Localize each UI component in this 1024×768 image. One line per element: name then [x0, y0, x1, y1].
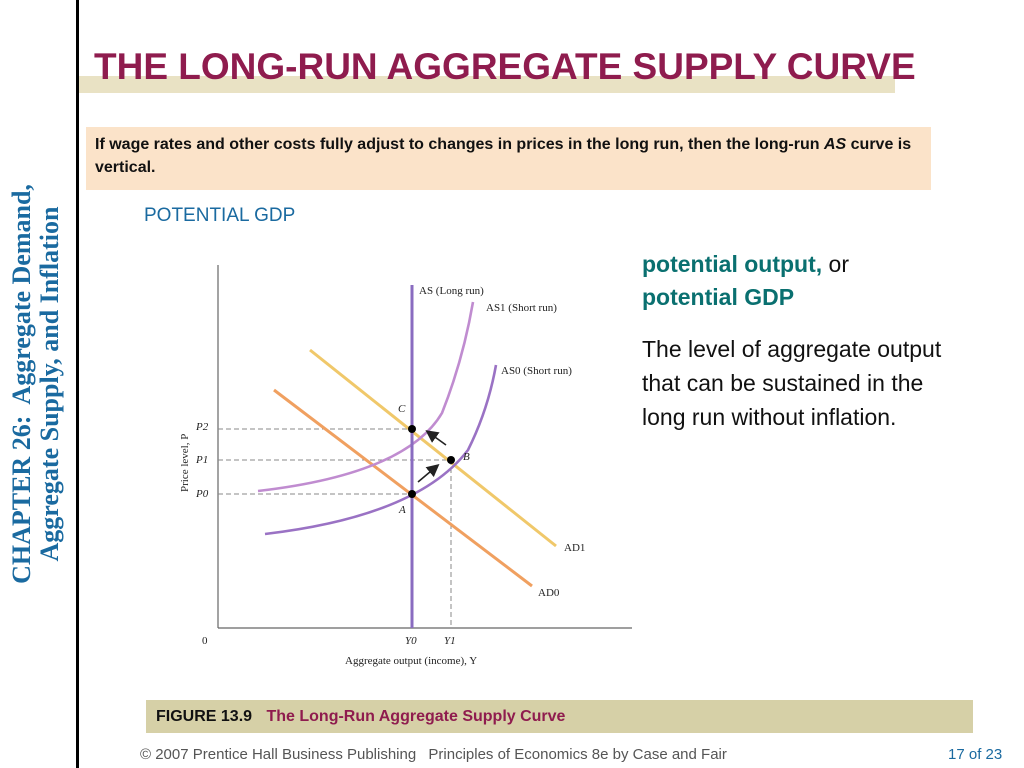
title-underline-bar	[79, 76, 895, 93]
ad1-curve	[309, 348, 557, 548]
figure-caption-bar: FIGURE 13.9 The Long-Run Aggregate Suppl…	[146, 700, 973, 733]
footer: © 2007 Prentice Hall Business Publishing…	[140, 746, 735, 763]
point-c-marker	[408, 425, 416, 433]
chapter-label: CHAPTER 26:	[7, 415, 36, 584]
definition-text-part1: If wage rates and other costs fully adju…	[95, 136, 824, 153]
footer-copyright: © 2007 Prentice Hall Business Publishing	[140, 746, 417, 763]
ad0-curve	[273, 388, 533, 588]
label-as1-short-run: AS1 (Short run)	[486, 302, 557, 314]
y-tick-p1: P1	[195, 454, 208, 466]
section-subhead: POTENTIAL GDP	[144, 205, 296, 226]
point-b-label: B	[463, 451, 470, 463]
chapter-title-line2: Aggregate Supply, and Inflation	[35, 206, 64, 562]
term-connector: or	[822, 251, 849, 277]
page-number: 17 of 23	[948, 746, 1003, 763]
as1-curve	[257, 301, 475, 493]
figure-number: FIGURE 13.9	[156, 708, 253, 725]
sidebar-divider	[76, 0, 79, 768]
definition-text-part2: curve is vertical.	[95, 136, 912, 176]
chapter-title-line1: Aggregate Demand,	[7, 184, 36, 405]
lras-diagram: C B A AS (Long run) AS1 (Short run) AS0 …	[179, 265, 632, 667]
term-definition-text: The level of aggregate output that can b…	[642, 336, 942, 430]
point-b-marker	[447, 456, 455, 464]
point-c-label: C	[398, 403, 406, 415]
as0-curve	[264, 364, 498, 536]
term-definition-block: potential output, or potential GDP The l…	[642, 248, 972, 434]
origin-label: 0	[202, 635, 208, 647]
y-tick-p2: P2	[195, 421, 209, 433]
definition-box: If wage rates and other costs fully adju…	[86, 127, 931, 190]
term-potential-output: potential output,	[642, 251, 823, 277]
y-axis-label: Price level, P	[179, 434, 191, 492]
footer-book-title: Principles of Economics 8e by Case and F…	[428, 746, 727, 763]
label-as-long-run: AS (Long run)	[419, 285, 484, 297]
label-ad0: AD0	[538, 587, 560, 599]
point-a-label: A	[398, 504, 406, 516]
x-tick-y1: Y1	[444, 635, 456, 647]
x-tick-y0: Y0	[405, 635, 417, 647]
y-tick-p0: P0	[195, 488, 209, 500]
point-a-marker	[408, 490, 416, 498]
slide-title: THE LONG-RUN AGGREGATE SUPPLY CURVE	[94, 46, 916, 87]
definition-italic-as: AS	[823, 136, 847, 153]
chapter-sidebar: CHAPTER 26: Aggregate Demand, Aggregate …	[7, 84, 64, 684]
term-potential-gdp: potential GDP	[642, 284, 795, 310]
x-axis-label: Aggregate output (income), Y	[345, 655, 477, 667]
label-as0-short-run: AS0 (Short run)	[501, 365, 572, 377]
arrow-to-b	[417, 463, 440, 483]
label-ad1: AD1	[564, 542, 585, 554]
arrow-to-c	[425, 430, 447, 446]
figure-title: The Long-Run Aggregate Supply Curve	[266, 708, 566, 725]
